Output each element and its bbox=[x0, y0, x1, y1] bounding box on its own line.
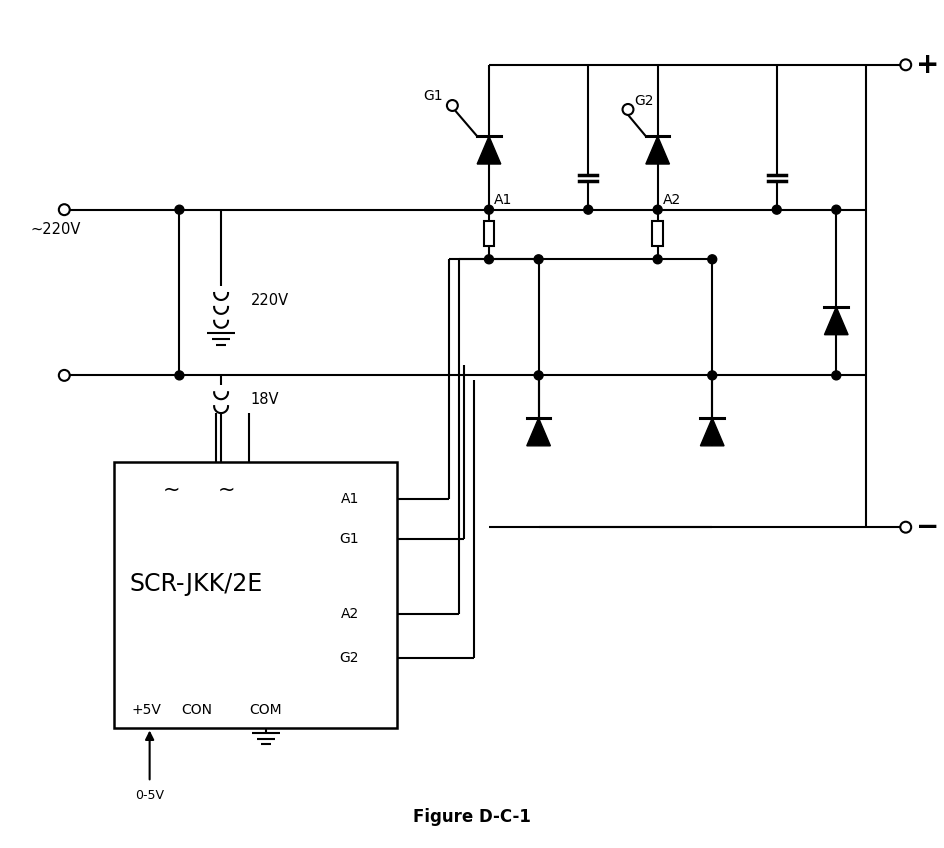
Circle shape bbox=[652, 254, 662, 264]
Circle shape bbox=[533, 254, 543, 264]
Polygon shape bbox=[526, 418, 549, 446]
Circle shape bbox=[175, 205, 184, 215]
Text: A1: A1 bbox=[494, 192, 512, 207]
Circle shape bbox=[771, 205, 781, 215]
Text: ~: ~ bbox=[217, 479, 234, 499]
Text: G1: G1 bbox=[339, 532, 359, 546]
Circle shape bbox=[175, 371, 184, 380]
Bar bbox=[114, 461, 396, 728]
Text: −: − bbox=[915, 513, 938, 541]
Text: A2: A2 bbox=[662, 192, 681, 207]
Polygon shape bbox=[645, 137, 668, 164]
Circle shape bbox=[707, 371, 716, 380]
Text: COM: COM bbox=[249, 703, 281, 717]
Text: +: + bbox=[915, 51, 938, 79]
Circle shape bbox=[583, 205, 592, 215]
Circle shape bbox=[652, 205, 662, 215]
Circle shape bbox=[533, 371, 543, 380]
Text: SCR-JKK/2E: SCR-JKK/2E bbox=[129, 572, 262, 596]
Circle shape bbox=[622, 104, 632, 115]
Text: 220V: 220V bbox=[250, 293, 289, 309]
Text: G1: G1 bbox=[423, 88, 443, 103]
Circle shape bbox=[484, 254, 493, 264]
Bar bbox=[651, 220, 663, 247]
Text: Figure D-C-1: Figure D-C-1 bbox=[413, 808, 530, 826]
Text: +5V: +5V bbox=[131, 703, 161, 717]
Polygon shape bbox=[477, 137, 500, 164]
Text: G2: G2 bbox=[339, 651, 359, 665]
Text: A1: A1 bbox=[340, 493, 359, 506]
Text: ~220V: ~220V bbox=[30, 222, 81, 237]
Circle shape bbox=[900, 59, 910, 70]
Circle shape bbox=[831, 205, 840, 215]
Circle shape bbox=[59, 370, 70, 381]
Bar bbox=[483, 220, 494, 247]
Text: ~: ~ bbox=[162, 479, 180, 499]
Text: 18V: 18V bbox=[250, 392, 279, 407]
Circle shape bbox=[484, 205, 493, 215]
Circle shape bbox=[831, 371, 840, 380]
Polygon shape bbox=[823, 307, 847, 335]
Circle shape bbox=[447, 100, 457, 111]
Text: 0-5V: 0-5V bbox=[135, 789, 164, 801]
Circle shape bbox=[707, 254, 716, 264]
Polygon shape bbox=[700, 418, 723, 446]
Circle shape bbox=[900, 522, 910, 533]
Text: G2: G2 bbox=[633, 93, 652, 108]
Circle shape bbox=[59, 204, 70, 215]
Text: A2: A2 bbox=[341, 606, 359, 621]
Text: CON: CON bbox=[180, 703, 211, 717]
